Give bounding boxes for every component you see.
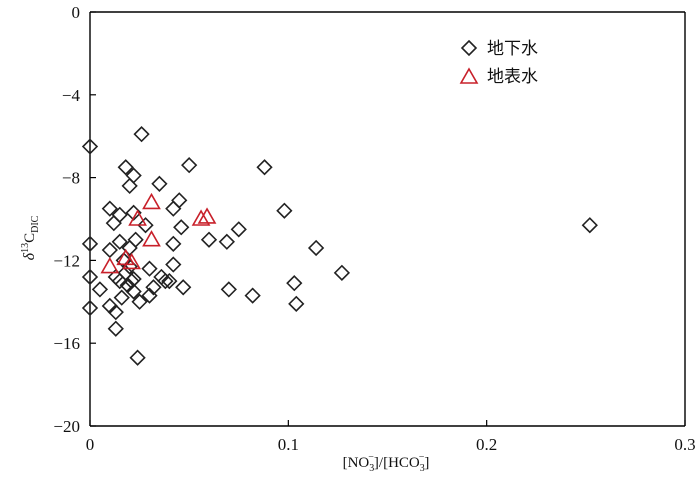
groundwater-point — [81, 299, 99, 317]
groundwater-point — [581, 217, 598, 234]
groundwater-point — [218, 233, 235, 250]
data-points — [81, 125, 598, 366]
plot-area — [89, 11, 686, 427]
y-axis-title: δ13CDIC — [20, 215, 41, 260]
groundwater-point — [171, 192, 188, 209]
groundwater-point — [111, 206, 128, 223]
groundwater-point — [165, 256, 182, 273]
groundwater-point — [125, 283, 142, 300]
x-tick-label: 0.2 — [476, 435, 497, 454]
y-tick-label: −20 — [53, 417, 80, 436]
groundwater-point — [117, 159, 134, 176]
legend-label-groundwater: 地下水 — [487, 39, 538, 59]
x-axis-title: [NO3−]/[HCO3−] — [343, 452, 430, 474]
groundwater-point — [276, 202, 293, 219]
groundwater-point — [200, 231, 218, 248]
groundwater-point — [113, 289, 130, 306]
groundwater-point — [81, 138, 99, 155]
groundwater-point — [137, 217, 154, 234]
legend-label-surface-water: 地表水 — [487, 67, 538, 87]
surface-water-point — [128, 209, 147, 226]
groundwater-point — [165, 200, 182, 217]
groundwater-point — [157, 272, 174, 290]
groundwater-point — [161, 272, 178, 290]
x-tick-label: 0.1 — [278, 435, 299, 454]
groundwater-point — [101, 200, 118, 217]
series-surface-water — [100, 192, 217, 274]
y-tick-label: 0 — [72, 3, 81, 22]
x-tick-label: 0 — [86, 435, 95, 454]
groundwater-point — [125, 204, 142, 221]
y-tick-label: −4 — [62, 86, 81, 105]
groundwater-point — [107, 304, 124, 321]
y-tick-label: −8 — [62, 169, 80, 188]
groundwater-point — [256, 159, 273, 176]
y-tick-label: −12 — [53, 251, 80, 270]
groundwater-point — [105, 215, 122, 232]
groundwater-point — [141, 260, 158, 277]
surface-water-point — [122, 252, 142, 270]
svg-text:[NO3−]/[HCO3−]: [NO3−]/[HCO3−] — [343, 452, 430, 474]
groundwater-point — [333, 264, 351, 281]
groundwater-point — [125, 270, 142, 288]
surface-water-point — [197, 207, 217, 224]
groundwater-point — [181, 157, 198, 174]
surface-water-point — [191, 209, 211, 226]
groundwater-point — [307, 239, 325, 257]
groundwater-point — [101, 241, 118, 259]
groundwater-point — [129, 349, 146, 366]
surface-water-point — [100, 256, 120, 274]
legend-diamond-icon — [460, 39, 478, 57]
groundwater-point — [111, 233, 128, 250]
groundwater-point — [244, 287, 261, 304]
groundwater-point — [151, 175, 168, 192]
groundwater-point — [81, 235, 99, 252]
groundwater-point — [127, 231, 144, 248]
groundwater-point — [165, 235, 182, 252]
groundwater-point — [288, 295, 305, 313]
groundwater-point — [81, 268, 99, 286]
x-tick-label: 0.3 — [674, 435, 695, 454]
surface-water-point — [142, 230, 161, 247]
groundwater-point — [145, 279, 162, 296]
axis-ticks: 0 0.1 0.2 0.3 0 −4 −8 −12 −16 −20 — [53, 3, 695, 454]
groundwater-point — [220, 281, 237, 298]
groundwater-point — [125, 167, 142, 184]
groundwater-point — [121, 177, 138, 195]
groundwater-point — [91, 281, 109, 298]
legend: 地下水 地表水 — [459, 39, 538, 87]
groundwater-point — [230, 221, 247, 238]
legend-triangle-icon — [459, 67, 479, 84]
y-tick-label: −16 — [53, 334, 80, 353]
groundwater-point — [175, 279, 192, 296]
svg-text:δ13CDIC: δ13CDIC — [20, 215, 41, 260]
groundwater-point — [131, 293, 148, 310]
groundwater-point — [173, 219, 190, 236]
groundwater-point — [107, 320, 124, 337]
groundwater-point — [133, 125, 150, 143]
series-groundwater — [81, 125, 598, 366]
groundwater-point — [286, 275, 303, 292]
surface-water-point — [142, 192, 161, 210]
